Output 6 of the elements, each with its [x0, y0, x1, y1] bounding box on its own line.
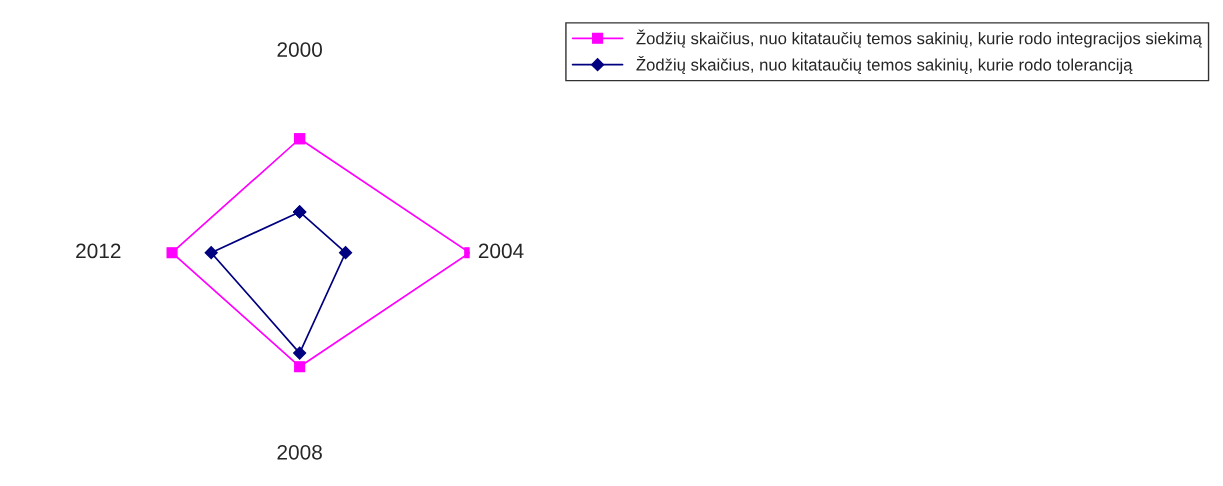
spoke-label: 2012	[76, 243, 121, 259]
spoke-label: 2000	[277, 42, 322, 57]
spoke-label: 2008	[277, 444, 322, 460]
spoke-label: 2004	[478, 243, 524, 259]
legend-label: Žodžių skaičius, nuo kitataučių temos sakinių, kurie rodo toleranciją	[636, 55, 1133, 74]
legend-label: Žodžių skaičius, nuo kitataučių temos sakinių, kurie rodo integracijos siekimą	[636, 29, 1202, 48]
